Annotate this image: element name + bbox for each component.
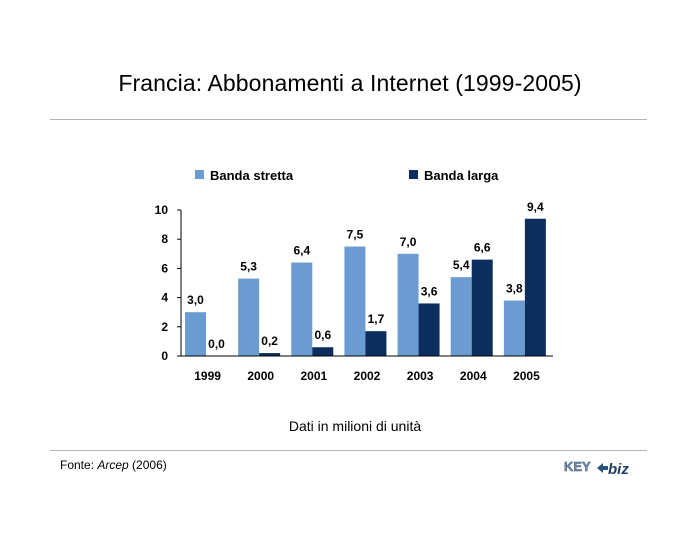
bar-1-1999 <box>185 312 206 356</box>
y-tick-label-8: 8 <box>161 232 168 246</box>
data-label-1-2002: 7,5 <box>347 228 364 242</box>
data-label-2-2000: 0,2 <box>261 334 278 348</box>
bar-1-2002 <box>344 246 366 356</box>
bar-2-2003 <box>418 303 440 356</box>
data-label-1-2004: 5,4 <box>453 258 470 272</box>
x-tick-label-1999: 1999 <box>194 369 221 383</box>
bar-2-2002 <box>365 331 387 356</box>
y-tick-label-2: 2 <box>161 320 168 334</box>
data-label-2-2004: 6,6 <box>474 241 491 255</box>
bottom-divider <box>50 450 647 451</box>
bar-2-2001 <box>312 347 334 356</box>
source-note: Fonte: Arcep (2006) <box>60 458 167 472</box>
bar-chart: Banda stretta Banda larga 3,0 0,0 1999 5,3 0,2… <box>155 168 553 383</box>
chart-title: Francia: Abbonamenti a Internet (1999-20… <box>118 70 582 96</box>
source-year: (2006) <box>128 458 167 472</box>
x-tick-label-2005: 2005 <box>513 369 540 383</box>
x-tick-label-2004: 2004 <box>460 369 487 383</box>
data-label-2-2003: 3,6 <box>421 284 438 298</box>
legend-label-1: Banda stretta <box>210 168 294 183</box>
data-label-1-2000: 5,3 <box>240 260 257 274</box>
x-tick-label-2003: 2003 <box>407 369 434 383</box>
legend-swatch-2 <box>409 170 418 179</box>
data-label-1-2003: 7,0 <box>400 235 417 249</box>
units-caption: Dati in milioni di unità <box>288 418 422 434</box>
bar-1-2004 <box>450 277 472 356</box>
bar-2-2005 <box>524 218 546 356</box>
data-label-2-2001: 0,6 <box>314 328 331 342</box>
legend-swatch-1 <box>195 170 204 179</box>
y-tick-label-0: 0 <box>161 349 168 363</box>
source-name: Arcep <box>97 458 129 472</box>
bar-1-2000 <box>238 278 260 356</box>
data-label-1-1999: 3,0 <box>187 293 204 307</box>
x-tick-label-2001: 2001 <box>301 369 328 383</box>
x-tick-label-2002: 2002 <box>354 369 381 383</box>
y-tick-label-4: 4 <box>161 291 168 305</box>
y-tick-label-6: 6 <box>161 261 168 275</box>
bar-1-2003 <box>397 253 419 356</box>
legend-label-2: Banda larga <box>424 168 499 183</box>
data-label-1-2001: 6,4 <box>293 244 310 258</box>
bar-2-2004 <box>471 259 493 356</box>
source-prefix: Fonte: <box>60 458 98 472</box>
logo-text-biz: biz <box>608 461 629 478</box>
data-label-2-1999: 0,0 <box>208 337 225 351</box>
x-tick-label-2000: 2000 <box>247 369 274 383</box>
keybiz-logo: KEY biz <box>564 459 630 478</box>
bar-1-2005 <box>503 300 525 356</box>
y-tick-label-10: 10 <box>155 203 169 217</box>
data-label-1-2005: 3,8 <box>506 282 523 296</box>
data-label-2-2002: 1,7 <box>368 312 385 326</box>
top-divider <box>50 119 647 120</box>
bar-2-2000 <box>259 353 281 356</box>
logo-text-key: KEY <box>564 459 591 474</box>
bar-1-2001 <box>291 262 313 356</box>
data-label-2-2005: 9,4 <box>527 200 544 214</box>
